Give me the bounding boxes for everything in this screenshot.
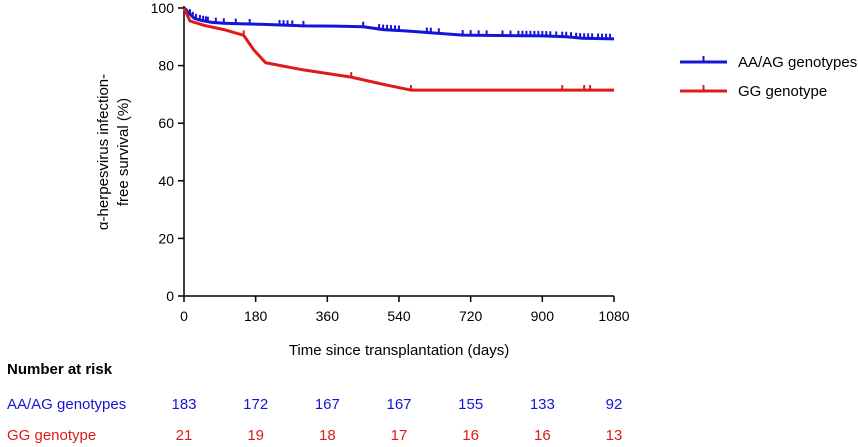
- risk-value: 167: [386, 396, 411, 413]
- risk-value: 21: [176, 427, 193, 444]
- legend: AA/AG genotypes GG genotype: [680, 54, 857, 100]
- series-line-1: [182, 7, 614, 92]
- x-tick-label: 360: [316, 308, 340, 324]
- risk-value: 92: [606, 396, 623, 413]
- risk-value: 16: [462, 427, 479, 444]
- risk-value: 172: [243, 396, 268, 413]
- risk-value: 183: [171, 396, 196, 413]
- y-tick-label: 80: [158, 58, 174, 74]
- y-tick-label: 40: [158, 173, 174, 189]
- y-axis-title: α-herpesvirus infection-free survival (%…: [95, 74, 132, 230]
- x-axis-title: Time since transplantation (days): [289, 342, 509, 359]
- x-tick-label: 900: [531, 308, 555, 324]
- x-tick-label: 180: [244, 308, 268, 324]
- risk-value: 18: [319, 427, 336, 444]
- y-tick-label: 20: [158, 230, 174, 246]
- y-tick-label: 0: [166, 288, 174, 304]
- x-tick-label: 1080: [598, 308, 629, 324]
- risk-table-title: Number at risk: [7, 361, 113, 378]
- risk-value: 155: [458, 396, 483, 413]
- risk-row-label: AA/AG genotypes: [7, 396, 126, 413]
- x-tick-label: 0: [180, 308, 188, 324]
- legend-label: GG genotype: [738, 83, 827, 100]
- risk-value: 13: [606, 427, 623, 444]
- axes: 0 20 40 60 80 100 0 180 360 540 720 900 1080: [151, 0, 630, 324]
- y-tick-label: 100: [151, 0, 175, 16]
- risk-value: 167: [315, 396, 340, 413]
- y-axis-title-line: α-herpesvirus infection-: [95, 74, 112, 230]
- risk-row-label: GG genotype: [7, 427, 96, 444]
- risk-value: 133: [530, 396, 555, 413]
- risk-value: 19: [247, 427, 264, 444]
- risk-value: 16: [534, 427, 551, 444]
- risk-table: Number at risk AA/AG genotypes 183 172 167 1…: [7, 361, 622, 444]
- y-axis-title-line: free survival (%): [115, 98, 132, 206]
- legend-label: AA/AG genotypes: [738, 54, 857, 71]
- risk-value: 17: [391, 427, 408, 444]
- x-tick-label: 540: [387, 308, 411, 324]
- x-tick-label: 720: [459, 308, 483, 324]
- y-tick-label: 60: [158, 115, 174, 131]
- series-layer: [182, 6, 615, 92]
